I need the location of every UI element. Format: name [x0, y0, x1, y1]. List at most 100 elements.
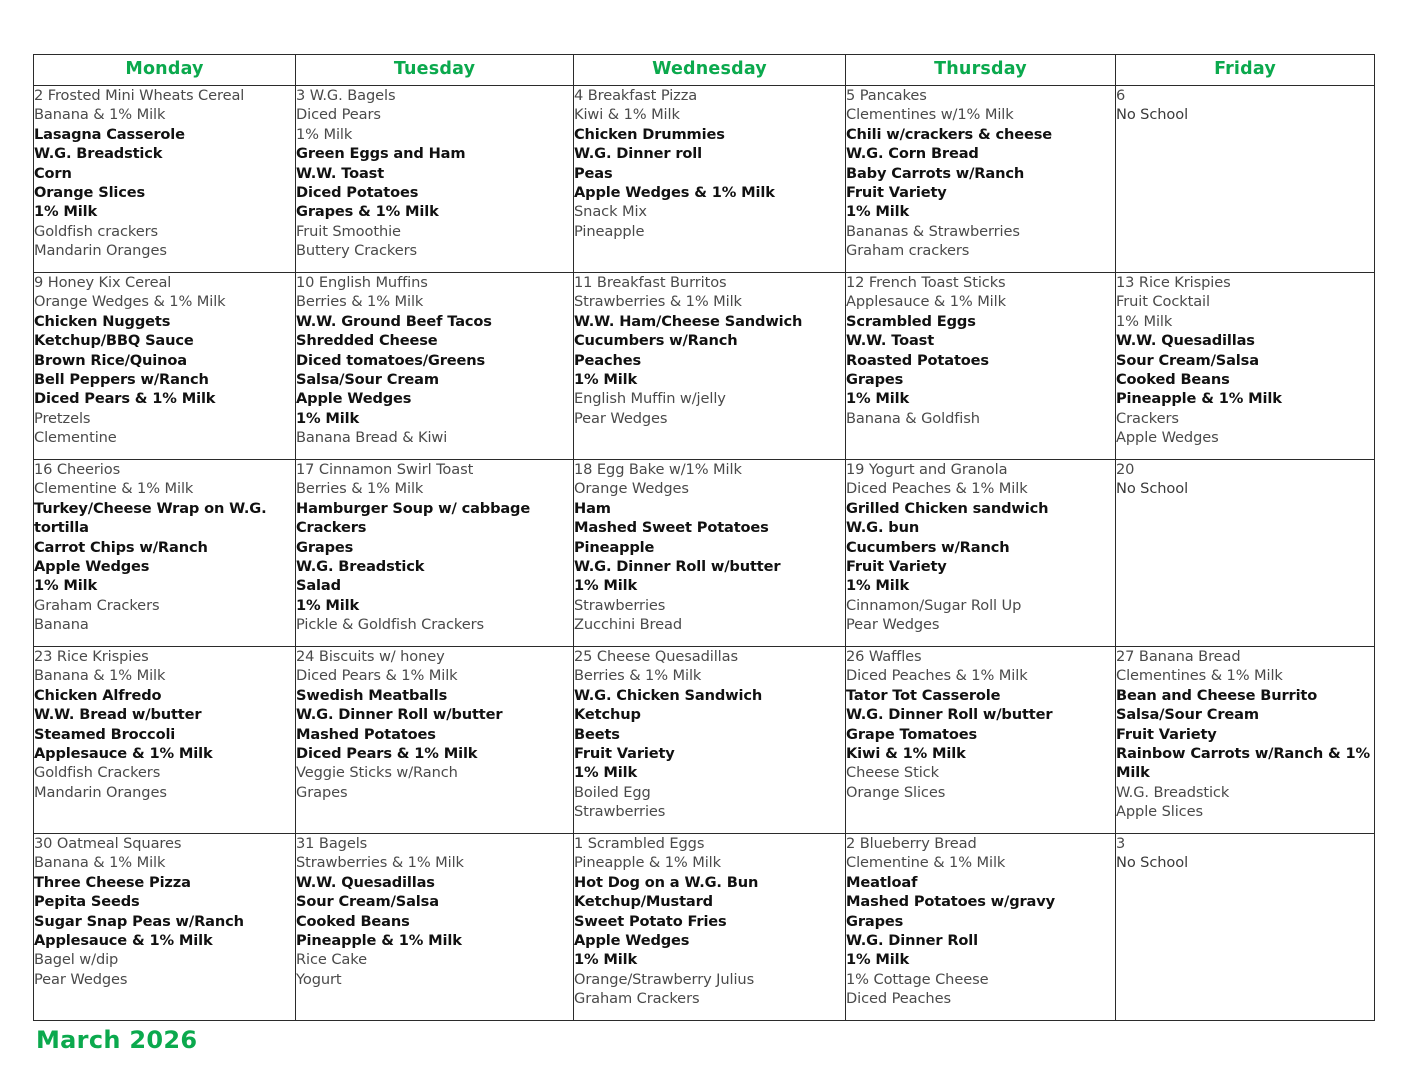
day-header-tuesday: Tuesday: [295, 54, 574, 86]
day-header-wednesday: Wednesday: [573, 54, 846, 86]
menu-item: Banana & 1% Milk: [34, 854, 166, 872]
lunch-menu-item: Diced Potatoes: [296, 184, 419, 202]
menu-item: Fruit Cocktail: [1116, 293, 1210, 311]
menu-item: Bagel w/dip: [34, 951, 119, 969]
lunch-menu-item: W.W. Quesadillas: [1116, 332, 1255, 350]
calendar-week-row: 9 Honey Kix Cereal Orange Wedges & 1% Mil…: [33, 272, 1375, 460]
day-number-and-item: 17 Cinnamon Swirl Toast: [296, 461, 474, 478]
menu-item: Berries & 1% Milk: [296, 293, 424, 311]
lunch-menu-item: Grape Tomatoes: [846, 725, 978, 743]
calendar-day-cell[interactable]: 9 Honey Kix Cereal Orange Wedges & 1% Mil…: [33, 272, 296, 460]
calendar-day-cell[interactable]: 26 Waffles Diced Peaches & 1% Milk Tator T…: [845, 646, 1116, 834]
lunch-menu-item: Beets: [574, 725, 620, 743]
lunch-menu-item: W.G. Breadstick: [34, 145, 163, 163]
lunch-menu-item: 1% Milk: [846, 577, 910, 595]
lunch-menu-item: Mashed Sweet Potatoes: [574, 519, 769, 537]
menu-item: Fruit Smoothie: [296, 222, 401, 240]
calendar-day-cell[interactable]: 23 Rice Krispies Banana & 1% Milk Chicken …: [33, 646, 296, 834]
lunch-menu-item: Scrambled Eggs: [846, 312, 976, 330]
menu-item: English Muffin w/jelly: [574, 390, 726, 408]
calendar-day-cell[interactable]: 30 Oatmeal Squares Banana & 1% Milk Three …: [33, 833, 296, 1021]
lunch-menu-item: Diced tomatoes/Greens: [296, 351, 486, 369]
calendar-day-cell[interactable]: 16 Cheerios Clementine & 1% Milk Turkey/Ch…: [33, 459, 296, 647]
day-number-and-item: 13 Rice Krispies: [1116, 274, 1231, 291]
calendar-day-cell[interactable]: 24 Biscuits w/ honey Diced Pears & 1% Mil…: [295, 646, 574, 834]
calendar-day-cell[interactable]: 4 Breakfast Pizza Kiwi & 1% Milk Chicken D…: [573, 85, 846, 273]
day-menu-list: 31 Bagels Strawberries & 1% Milk W.W. Ques…: [296, 834, 573, 989]
day-menu-list: 12 French Toast Sticks Applesauce & 1% Mi…: [846, 273, 1115, 428]
lunch-menu-item: W.G. Breadstick: [296, 558, 425, 576]
lunch-menu-item: W.W. Ham/Cheese Sandwich: [574, 312, 803, 330]
calendar-day-cell[interactable]: 3 W.G. Bagels Diced Pears 1% Milk Green Egg…: [295, 85, 574, 273]
lunch-menu-item: Crackers: [296, 519, 367, 537]
calendar-day-cell[interactable]: 27 Banana Bread Clementines & 1% Milk Bean…: [1115, 646, 1375, 834]
calendar-day-cell[interactable]: 17 Cinnamon Swirl Toast Berries & 1% Milk…: [295, 459, 574, 647]
lunch-menu-item: Hamburger Soup w/ cabbage: [296, 499, 531, 517]
lunch-menu-item: Cucumbers w/Ranch: [574, 332, 738, 350]
menu-item: Diced Peaches: [846, 990, 951, 1008]
calendar-day-cell[interactable]: 2 Frosted Mini Wheats Cereal Banana & 1% …: [33, 85, 296, 273]
calendar-day-cell[interactable]: 6 No School: [1115, 85, 1375, 273]
day-menu-list: 3 W.G. Bagels Diced Pears 1% Milk Green Egg…: [296, 86, 573, 261]
menu-item: Apple Slices: [1116, 803, 1203, 821]
day-menu-list: 5 Pancakes Clementines w/1% Milk Chili w/c…: [846, 86, 1115, 261]
menu-item: Graham Crackers: [34, 596, 160, 614]
lunch-menu-item: Ketchup/BBQ Sauce: [34, 332, 194, 350]
calendar-day-cell[interactable]: 3 No School: [1115, 833, 1375, 1021]
menu-item: Clementine & 1% Milk: [846, 854, 1006, 872]
day-menu-list: 13 Rice Krispies Fruit Cocktail 1% Milk W.W…: [1116, 273, 1374, 448]
lunch-menu-item: Peaches: [574, 351, 642, 369]
menu-item: Banana & Goldfish: [846, 409, 980, 427]
menu-item: Goldfish Crackers: [34, 764, 161, 782]
lunch-menu-item: Brown Rice/Quinoa: [34, 351, 187, 369]
calendar-day-cell[interactable]: 13 Rice Krispies Fruit Cocktail 1% Milk W.W…: [1115, 272, 1375, 460]
lunch-menu-item: Rainbow Carrots w/Ranch & 1% Milk: [1116, 745, 1371, 782]
lunch-menu-item: Sour Cream/Salsa: [296, 893, 439, 911]
calendar-day-cell[interactable]: 11 Breakfast Burritos Strawberries & 1% M…: [573, 272, 846, 460]
calendar-day-cell[interactable]: 20 No School: [1115, 459, 1375, 647]
lunch-menu-item: Salsa/Sour Cream: [296, 371, 439, 389]
calendar-day-cell[interactable]: 31 Bagels Strawberries & 1% Milk W.W. Ques…: [295, 833, 574, 1021]
lunch-menu-item: Meatloaf: [846, 873, 918, 891]
day-menu-list: 1 Scrambled Eggs Pineapple & 1% Milk Hot D…: [574, 834, 845, 1009]
day-menu-list: 17 Cinnamon Swirl Toast Berries & 1% Milk…: [296, 460, 573, 635]
calendar-week-row: 23 Rice Krispies Banana & 1% Milk Chicken …: [33, 646, 1375, 834]
calendar-day-cell[interactable]: 25 Cheese Quesadillas Berries & 1% Milk W.…: [573, 646, 846, 834]
day-number-and-item: 30 Oatmeal Squares: [34, 835, 182, 852]
calendar-day-cell[interactable]: 5 Pancakes Clementines w/1% Milk Chili w/c…: [845, 85, 1116, 273]
menu-item: Orange Wedges: [574, 480, 689, 498]
menu-item: 1% Milk: [1116, 312, 1173, 330]
day-menu-list: 9 Honey Kix Cereal Orange Wedges & 1% Mil…: [34, 273, 295, 448]
lunch-menu-item: 1% Milk: [34, 577, 98, 595]
lunch-menu-item: Pineapple & 1% Milk: [296, 932, 462, 950]
lunch-menu-item: Sugar Snap Peas w/Ranch: [34, 912, 244, 930]
lunch-menu-item: Chicken Alfredo: [34, 686, 162, 704]
lunch-menu-item: Hot Dog on a W.G. Bun: [574, 873, 759, 891]
lunch-menu-item: Three Cheese Pizza: [34, 873, 191, 891]
calendar-day-cell[interactable]: 2 Blueberry Bread Clementine & 1% Milk Mea…: [845, 833, 1116, 1021]
lunch-menu-item: W.W. Quesadillas: [296, 873, 435, 891]
menu-item: Cheese Stick: [846, 764, 939, 782]
lunch-menu-item: W.G. Dinner Roll w/butter: [846, 706, 1053, 724]
lunch-menu-item: Grapes: [846, 912, 904, 930]
calendar-body: 2 Frosted Mini Wheats Cereal Banana & 1% …: [33, 85, 1375, 1021]
menu-item: Applesauce & 1% Milk: [846, 293, 1006, 311]
menu-item: Berries & 1% Milk: [296, 480, 424, 498]
calendar-day-cell[interactable]: 10 English Muffins Berries & 1% Milk W.W. …: [295, 272, 574, 460]
menu-item: Boiled Egg: [574, 783, 651, 801]
lunch-menu-item: W.G. Dinner Roll: [846, 932, 978, 950]
lunch-menu-item: Salsa/Sour Cream: [1116, 706, 1259, 724]
day-menu-list: 18 Egg Bake w/1% Milk Orange Wedges Ham Mas…: [574, 460, 845, 635]
lunch-menu-item: Grapes: [296, 538, 354, 556]
calendar-header-row: Monday Tuesday Wednesday Thursday Friday: [33, 54, 1375, 86]
day-menu-list: 2 Blueberry Bread Clementine & 1% Milk Mea…: [846, 834, 1115, 1009]
lunch-menu-item: Kiwi & 1% Milk: [846, 745, 966, 763]
calendar-day-cell[interactable]: 12 French Toast Sticks Applesauce & 1% Mi…: [845, 272, 1116, 460]
menu-item: Graham crackers: [846, 242, 970, 260]
day-number-and-item: 19 Yogurt and Granola: [846, 461, 1008, 478]
lunch-menu-item: Apple Wedges: [574, 932, 690, 950]
lunch-menu-item: Corn: [34, 164, 72, 182]
calendar-day-cell[interactable]: 1 Scrambled Eggs Pineapple & 1% Milk Hot D…: [573, 833, 846, 1021]
calendar-day-cell[interactable]: 18 Egg Bake w/1% Milk Orange Wedges Ham Mas…: [573, 459, 846, 647]
calendar-day-cell[interactable]: 19 Yogurt and Granola Diced Peaches & 1% …: [845, 459, 1116, 647]
